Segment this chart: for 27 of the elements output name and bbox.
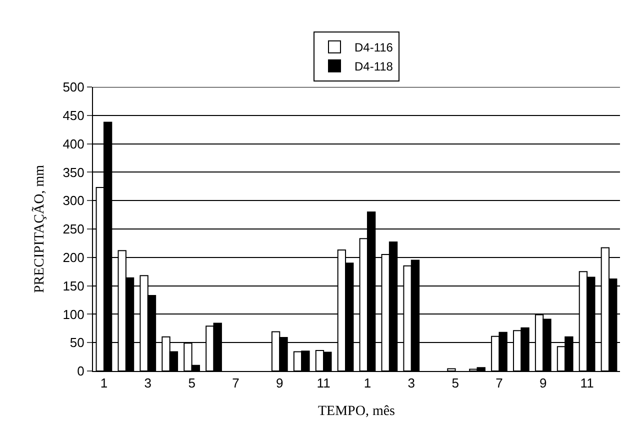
y-tick-label: 450 (62, 108, 84, 123)
y-axis-title: PRECIPITAÇÃO, mm (31, 164, 48, 294)
x-tick-label: 3 (408, 376, 416, 391)
x-tick-label: 9 (540, 376, 547, 391)
y-tick-label: 300 (62, 193, 84, 208)
y-tick-label: 500 (62, 80, 84, 95)
y-tick-label: 150 (62, 278, 84, 294)
x-tick-label: 7 (496, 376, 503, 391)
y-tick-label: 350 (62, 164, 84, 180)
y-tick-label: 0 (77, 364, 84, 379)
y-tick-label: 250 (62, 222, 84, 237)
x-tick-label: 9 (276, 376, 284, 391)
y-tick-label: 400 (62, 136, 84, 152)
x-tick-label: 11 (316, 376, 330, 391)
x-tick-label: 1 (100, 376, 108, 391)
x-axis-title: TEMPO, mês (318, 404, 395, 419)
x-tick-label: 5 (188, 376, 196, 391)
legend-label: D4-118 (354, 60, 394, 74)
x-tick-label: 3 (144, 376, 152, 391)
x-tick-label: 11 (580, 376, 594, 391)
y-tick-label: 50 (70, 335, 84, 350)
x-tick-label: 7 (232, 376, 240, 391)
y-tick-label: 200 (62, 250, 84, 265)
y-tick-label: 100 (62, 306, 84, 322)
x-tick-label: 1 (364, 376, 372, 391)
legend-label: D4-116 (354, 40, 394, 54)
x-tick-label: 5 (452, 376, 459, 391)
